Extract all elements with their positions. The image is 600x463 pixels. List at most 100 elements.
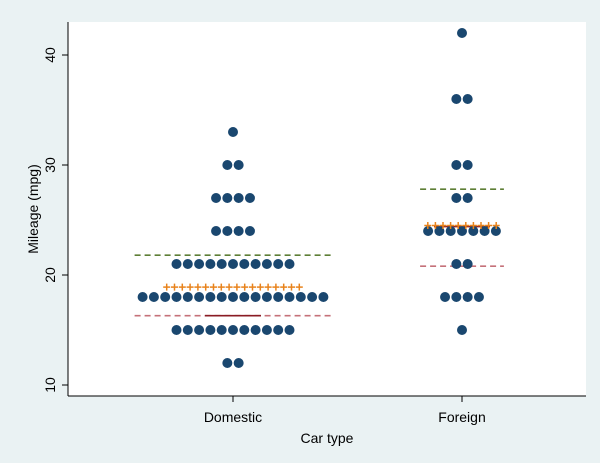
mean-marker [454,222,462,229]
data-point [222,226,233,236]
data-point [457,28,467,38]
data-point [171,325,182,335]
data-point [233,226,244,236]
data-point [462,292,473,302]
x-ticks: Domestic Foreign [204,396,486,425]
x-tick-label: Domestic [204,409,262,425]
mean-marker [469,222,477,229]
data-point [451,193,462,203]
data-point [462,94,473,104]
data-point [462,193,473,203]
data-point [194,259,205,269]
data-points [137,28,501,368]
mean-marker [256,283,264,291]
mean-marker [295,283,303,291]
y-tick-label: 10 [42,377,58,393]
data-point [228,127,238,137]
data-point [284,292,295,302]
mean-marker [288,283,295,291]
data-point [295,292,306,302]
data-point [451,259,462,269]
data-point [216,325,227,335]
data-point [479,226,490,236]
data-point [171,292,182,302]
data-point [233,193,244,203]
mean-marker [163,283,171,291]
data-point [284,259,295,269]
data-point [468,226,479,236]
data-point [318,292,329,302]
data-point [473,292,484,302]
y-tick-label: 20 [42,267,58,283]
data-point [261,259,272,269]
mean-marker [241,283,249,291]
data-point [228,292,238,302]
mean-marker [171,283,178,291]
plot-area [68,22,586,396]
data-point [216,292,227,302]
data-point [273,292,284,302]
data-point [273,259,284,269]
data-point [244,193,255,203]
x-axis-title: Car type [301,430,354,446]
data-point [284,325,295,335]
data-point [440,292,451,302]
data-point [423,226,434,236]
mean-marker [233,283,241,291]
data-point [233,358,244,368]
data-point [205,292,216,302]
mean-marker [485,222,493,229]
data-point [457,226,467,236]
mean-marker [462,222,470,229]
data-point [451,160,462,170]
data-point [261,292,272,302]
data-point [261,325,272,335]
data-point [457,325,467,335]
mean-marker [280,283,288,291]
mean-marker [264,283,272,291]
data-point [205,259,216,269]
data-point [239,325,250,335]
data-point [205,325,216,335]
mean-marker [431,222,439,229]
mean-marker [249,283,256,291]
y-ticks: 10 20 30 40 [42,47,68,393]
data-point [462,160,473,170]
mean-marker [210,283,217,291]
mean-marker [186,283,194,291]
x-tick-label: Foreign [438,409,485,425]
mean-markers [163,222,500,291]
mean-marker [194,283,202,291]
data-point [211,193,222,203]
mean-marker [424,222,432,229]
mean-marker [477,222,485,229]
mean-marker [492,222,500,229]
data-point [233,160,244,170]
y-axis-title: Mileage (mpg) [25,164,41,253]
data-point [445,226,456,236]
data-point [194,292,205,302]
mean-marker [202,283,210,291]
mean-marker [272,283,280,291]
data-point [137,292,148,302]
data-point [244,226,255,236]
y-tick-label: 30 [42,157,58,173]
data-point [160,292,171,302]
data-point [490,226,501,236]
data-point [239,259,250,269]
data-point [222,193,233,203]
mean-marker [225,283,233,291]
mean-marker [447,222,455,229]
data-point [211,226,222,236]
mean-marker [217,283,225,291]
data-point [250,259,261,269]
data-point [250,292,261,302]
data-point [250,325,261,335]
data-point [194,325,205,335]
data-point [307,292,318,302]
data-point [462,259,473,269]
mean-marker [178,283,186,291]
mean-marker [439,222,447,229]
data-point [434,226,445,236]
